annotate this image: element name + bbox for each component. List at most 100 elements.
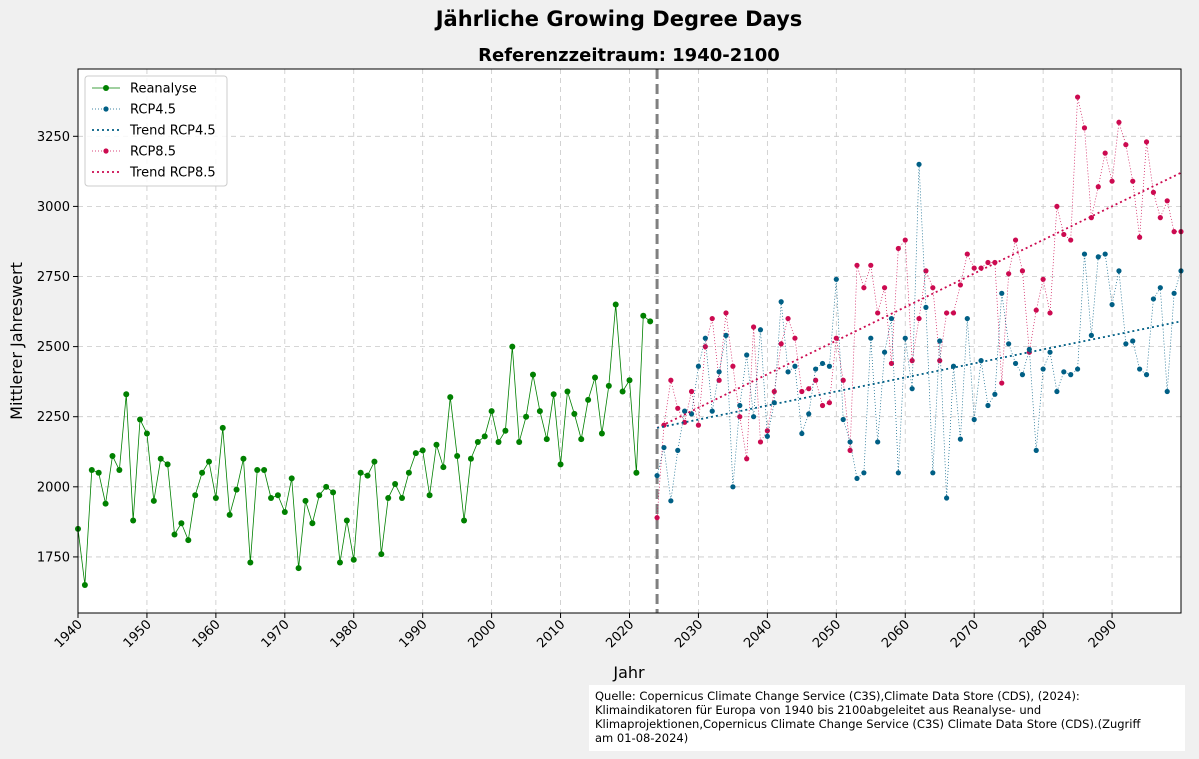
data-point xyxy=(723,310,729,316)
series-rcp8-5 xyxy=(654,94,1184,521)
data-point xyxy=(937,338,943,344)
data-point xyxy=(1157,285,1163,291)
data-point xyxy=(461,517,468,524)
data-point xyxy=(695,363,702,369)
chart-title: Referenzzeitraum: 1940-2100 xyxy=(478,45,780,66)
data-point xyxy=(343,517,350,524)
data-point xyxy=(1164,388,1170,395)
data-point xyxy=(288,475,295,482)
data-point xyxy=(902,335,908,341)
data-point xyxy=(392,481,399,488)
data-point xyxy=(109,452,116,459)
data-point xyxy=(930,470,936,476)
data-point xyxy=(309,520,316,527)
data-point xyxy=(295,565,302,572)
data-point xyxy=(806,411,812,417)
data-point xyxy=(647,318,654,325)
data-point xyxy=(1164,198,1170,204)
data-point xyxy=(426,492,433,499)
data-point xyxy=(316,492,323,499)
data-point xyxy=(502,427,509,434)
data-point xyxy=(847,447,853,453)
data-point xyxy=(1088,332,1094,338)
x-tick-label: 2090 xyxy=(1086,617,1120,651)
data-point xyxy=(1143,139,1150,145)
data-point xyxy=(840,377,846,383)
data-point xyxy=(281,509,288,516)
data-point xyxy=(1040,276,1046,282)
data-point xyxy=(192,492,199,499)
data-point xyxy=(1116,119,1122,125)
data-point xyxy=(1137,366,1143,372)
data-point xyxy=(881,349,888,355)
y-tick-label: 1750 xyxy=(37,550,70,565)
data-point xyxy=(826,400,833,406)
data-point xyxy=(750,414,757,420)
data-point xyxy=(219,424,226,431)
x-tick-label: 2040 xyxy=(741,617,775,651)
data-point xyxy=(957,282,964,288)
data-point xyxy=(364,472,371,479)
source-line: am 01-08-2024) xyxy=(595,731,689,745)
x-tick-label: 2030 xyxy=(672,617,706,651)
data-point xyxy=(1123,341,1129,347)
legend-box xyxy=(84,75,228,187)
data-point xyxy=(1026,346,1032,353)
source-line: Klimaprojektionen,Copernicus Climate Cha… xyxy=(595,717,1141,731)
x-tick-label: 2060 xyxy=(879,617,913,651)
data-point xyxy=(447,394,454,401)
data-point xyxy=(985,259,991,266)
data-point xyxy=(212,495,219,502)
data-point xyxy=(488,408,495,415)
data-point xyxy=(543,436,550,443)
data-point xyxy=(1019,372,1026,378)
data-point xyxy=(123,391,130,398)
data-point xyxy=(1150,189,1157,195)
data-point xyxy=(1019,268,1026,274)
data-point xyxy=(764,428,770,434)
data-point xyxy=(640,312,647,319)
data-point xyxy=(95,469,102,476)
data-point xyxy=(819,360,826,367)
legend-marker-rcp4-5 xyxy=(103,106,109,112)
data-point xyxy=(888,360,895,367)
data-point xyxy=(923,268,929,274)
series-layer xyxy=(75,94,1184,588)
data-point xyxy=(668,498,674,504)
data-point xyxy=(930,285,936,291)
data-point xyxy=(509,343,516,350)
legend-label-rcp8-5: RCP8.5 xyxy=(130,145,176,160)
data-point xyxy=(778,299,784,305)
data-point xyxy=(909,386,915,392)
data-point xyxy=(178,520,185,527)
data-point xyxy=(605,382,612,389)
data-point xyxy=(1012,360,1019,367)
data-point xyxy=(702,344,708,350)
data-point xyxy=(695,422,702,428)
data-point xyxy=(1123,142,1129,148)
data-point xyxy=(744,456,750,462)
x-tick-label: 2010 xyxy=(534,617,568,651)
data-point xyxy=(557,461,564,468)
legend-label-trend-rcp4-5: Trend RCP4.5 xyxy=(129,124,216,139)
data-point xyxy=(1006,341,1012,347)
data-point xyxy=(964,315,970,322)
data-point xyxy=(1130,178,1136,184)
data-point xyxy=(405,469,412,476)
data-point xyxy=(964,251,970,257)
data-point xyxy=(419,447,426,454)
data-point xyxy=(813,366,819,372)
data-point xyxy=(529,371,536,378)
data-point xyxy=(268,495,275,502)
data-point xyxy=(130,517,137,524)
data-point xyxy=(854,262,860,268)
data-point xyxy=(937,358,943,364)
data-point xyxy=(199,469,206,476)
data-point xyxy=(336,559,343,566)
data-point xyxy=(578,436,585,443)
data-point xyxy=(88,466,95,473)
data-point xyxy=(619,388,626,395)
data-point xyxy=(881,285,888,291)
x-tick-label: 2070 xyxy=(948,617,982,651)
series-line xyxy=(77,304,651,586)
